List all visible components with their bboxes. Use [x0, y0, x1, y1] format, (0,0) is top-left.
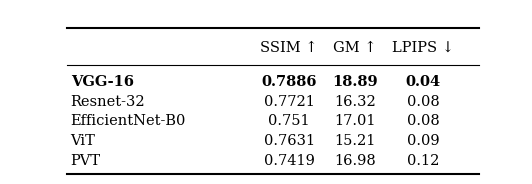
- Text: 0.08: 0.08: [407, 114, 439, 128]
- Text: 18.89: 18.89: [332, 75, 378, 89]
- Text: LPIPS ↓: LPIPS ↓: [392, 41, 454, 55]
- Text: PVT: PVT: [71, 153, 101, 167]
- Text: 0.7886: 0.7886: [261, 75, 317, 89]
- Text: ViT: ViT: [71, 134, 96, 148]
- Text: 0.7721: 0.7721: [264, 95, 314, 109]
- Text: 0.12: 0.12: [407, 153, 439, 167]
- Text: SSIM ↑: SSIM ↑: [260, 41, 318, 55]
- Text: GM ↑: GM ↑: [334, 41, 377, 55]
- Text: 16.98: 16.98: [334, 153, 376, 167]
- Text: 16.32: 16.32: [334, 95, 376, 109]
- Text: 0.751: 0.751: [268, 114, 310, 128]
- Text: 0.7631: 0.7631: [263, 134, 315, 148]
- Text: Resnet-32: Resnet-32: [71, 95, 145, 109]
- Text: 17.01: 17.01: [334, 114, 376, 128]
- Text: 0.7419: 0.7419: [264, 153, 314, 167]
- Text: 0.08: 0.08: [407, 95, 439, 109]
- Text: EfficientNet-B0: EfficientNet-B0: [71, 114, 186, 128]
- Text: VGG-16: VGG-16: [71, 75, 134, 89]
- Text: 0.09: 0.09: [407, 134, 439, 148]
- Text: 15.21: 15.21: [335, 134, 376, 148]
- Text: 0.04: 0.04: [405, 75, 440, 89]
